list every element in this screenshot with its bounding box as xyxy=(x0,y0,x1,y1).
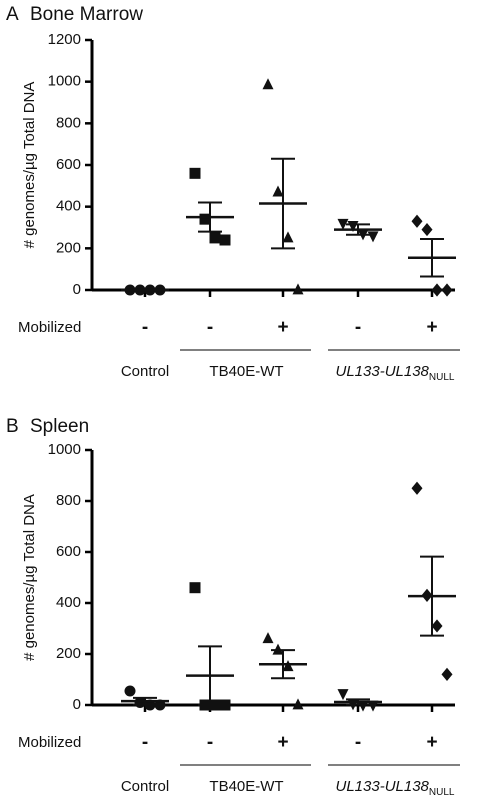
row-label: Mobilized xyxy=(18,319,81,336)
data-point xyxy=(292,698,304,710)
data-point xyxy=(367,700,379,712)
data-point xyxy=(189,582,201,594)
data-point xyxy=(421,222,433,237)
panel-letter: A xyxy=(6,4,19,25)
mobilized-sign: - xyxy=(355,317,361,338)
y-tick-label: 200 xyxy=(56,239,81,256)
data-point xyxy=(441,283,453,297)
group-label-text: TB40E-WT xyxy=(209,363,283,380)
mobilized-sign: + xyxy=(277,732,288,753)
group-label-text: TB40E-WT xyxy=(209,778,283,795)
group-label: Control xyxy=(121,363,169,380)
mobilized-sign: + xyxy=(426,732,437,753)
data-point xyxy=(272,185,284,197)
y-tick-label: 400 xyxy=(56,198,81,215)
data-point xyxy=(367,231,379,243)
data-point xyxy=(431,283,443,297)
y-tick-label: 1000 xyxy=(48,73,81,90)
data-point xyxy=(282,231,294,243)
data-point xyxy=(337,689,349,701)
group-label-text: Control xyxy=(121,778,169,795)
mobilized-sign: - xyxy=(142,317,148,338)
panel-letter: B xyxy=(6,416,19,437)
mobilized-sign: - xyxy=(355,732,361,753)
group-label: UL133-UL138NULL xyxy=(336,778,455,798)
y-tick-label: 1200 xyxy=(48,31,81,48)
mobilized-sign: + xyxy=(277,317,288,338)
group-label: UL133-UL138NULL xyxy=(336,363,455,383)
y-tick-label: 200 xyxy=(56,645,81,662)
data-point xyxy=(272,643,284,655)
data-point xyxy=(357,700,369,712)
data-point xyxy=(431,619,443,633)
y-tick-label: 0 xyxy=(73,281,81,298)
y-tick-label: 600 xyxy=(56,156,81,173)
group-label-text: UL133-UL138 xyxy=(336,363,430,380)
data-point xyxy=(337,218,349,230)
y-tick-label: 800 xyxy=(56,114,81,131)
data-point xyxy=(219,699,231,711)
group-label-text: Control xyxy=(121,363,169,380)
group-label: TB40E-WT xyxy=(209,363,283,380)
panel-title: Spleen xyxy=(30,416,89,437)
group-label-text: UL133-UL138 xyxy=(336,778,430,795)
data-point xyxy=(282,660,294,672)
mobilized-sign: + xyxy=(426,317,437,338)
row-label: Mobilized xyxy=(18,734,81,751)
panel-title: Bone Marrow xyxy=(30,4,143,25)
y-tick-label: 1000 xyxy=(48,441,81,458)
mobilized-sign: - xyxy=(207,732,213,753)
y-tick-label: 800 xyxy=(56,492,81,509)
data-point xyxy=(411,214,423,228)
y-tick-label: 400 xyxy=(56,594,81,611)
group-label: Control xyxy=(121,778,169,795)
y-axis-label: # genomes/µg Total DNA xyxy=(21,494,38,661)
group-label-subscript: NULL xyxy=(429,372,455,383)
data-point xyxy=(292,283,304,295)
data-point xyxy=(411,481,423,495)
group-label-subscript: NULL xyxy=(429,787,455,798)
group-label: TB40E-WT xyxy=(209,778,283,795)
mobilized-sign: - xyxy=(207,317,213,338)
data-point xyxy=(199,213,211,225)
data-point xyxy=(262,632,274,644)
y-tick-label: 0 xyxy=(73,696,81,713)
data-point xyxy=(209,232,221,244)
data-point xyxy=(124,685,136,697)
data-point xyxy=(262,78,274,90)
data-point xyxy=(441,667,453,681)
y-axis-label: # genomes/µg Total DNA xyxy=(21,82,38,249)
data-point xyxy=(189,167,201,179)
data-point xyxy=(219,234,231,246)
y-tick-label: 600 xyxy=(56,543,81,560)
mobilized-sign: - xyxy=(142,732,148,753)
